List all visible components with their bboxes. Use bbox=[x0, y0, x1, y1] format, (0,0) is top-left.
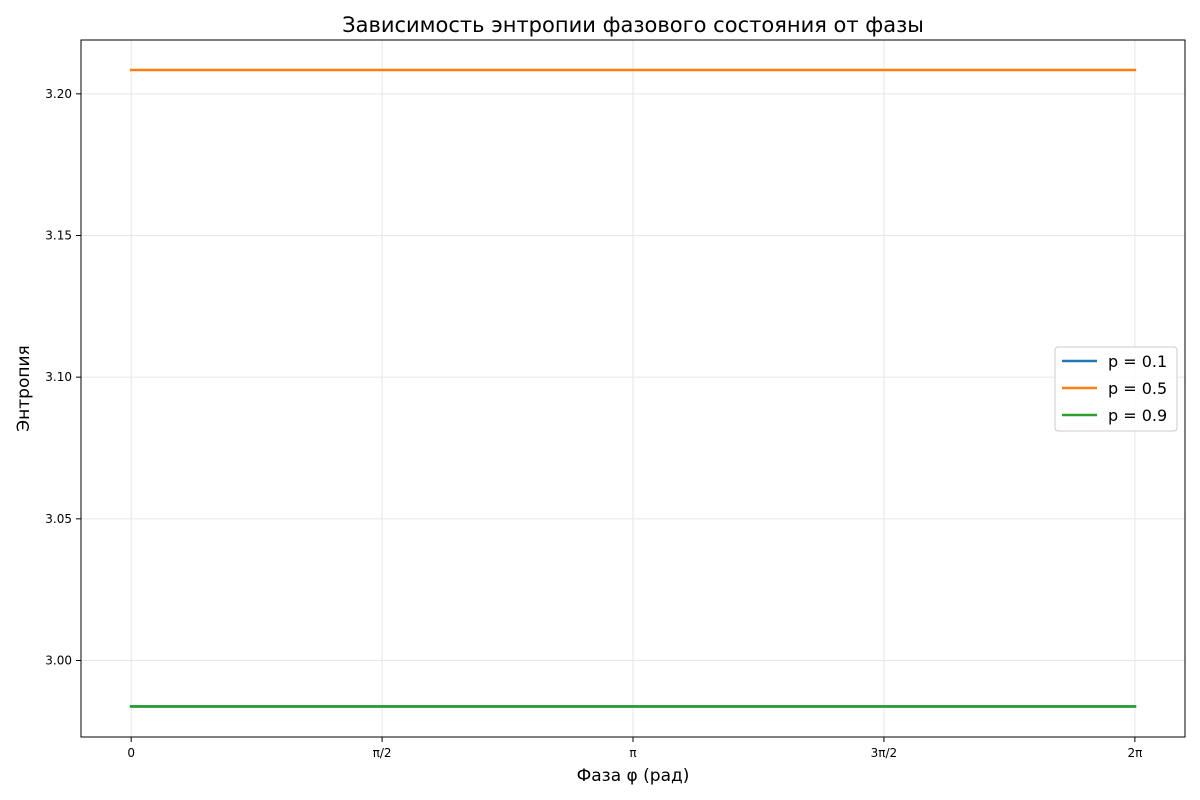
y-tick-label: 3.05 bbox=[45, 512, 72, 526]
x-tick-label: 3π/2 bbox=[871, 746, 898, 760]
x-axis-label: Фаза φ (рад) bbox=[577, 766, 690, 786]
x-tick-label: 0 bbox=[127, 746, 135, 760]
y-axis-label: Энтропия bbox=[14, 345, 34, 431]
y-tick-label: 3.00 bbox=[45, 654, 72, 668]
y-tick-label: 3.20 bbox=[45, 87, 72, 101]
x-tick-label: 2π bbox=[1127, 746, 1142, 760]
x-tick-label: π bbox=[629, 746, 636, 760]
y-tick-label: 3.10 bbox=[45, 370, 72, 384]
legend-label-2: p = 0.5 bbox=[1108, 379, 1167, 398]
legend-box bbox=[1054, 346, 1178, 432]
chart-title: Зависимость энтропии фазового состояния … bbox=[342, 13, 924, 37]
tick-layer: 0 π/2 π 3π/2 2π 3.00 3.05 3.10 3.15 3.20 bbox=[45, 87, 1142, 760]
series-layer bbox=[129, 68, 1137, 708]
legend: p = 0.1 p = 0.5 p = 0.9 bbox=[1054, 346, 1178, 432]
x-tick-label: π/2 bbox=[373, 746, 392, 760]
legend-label-3: p = 0.9 bbox=[1108, 406, 1167, 425]
legend-label-1: p = 0.1 bbox=[1108, 352, 1167, 371]
y-tick-label: 3.15 bbox=[45, 229, 72, 243]
